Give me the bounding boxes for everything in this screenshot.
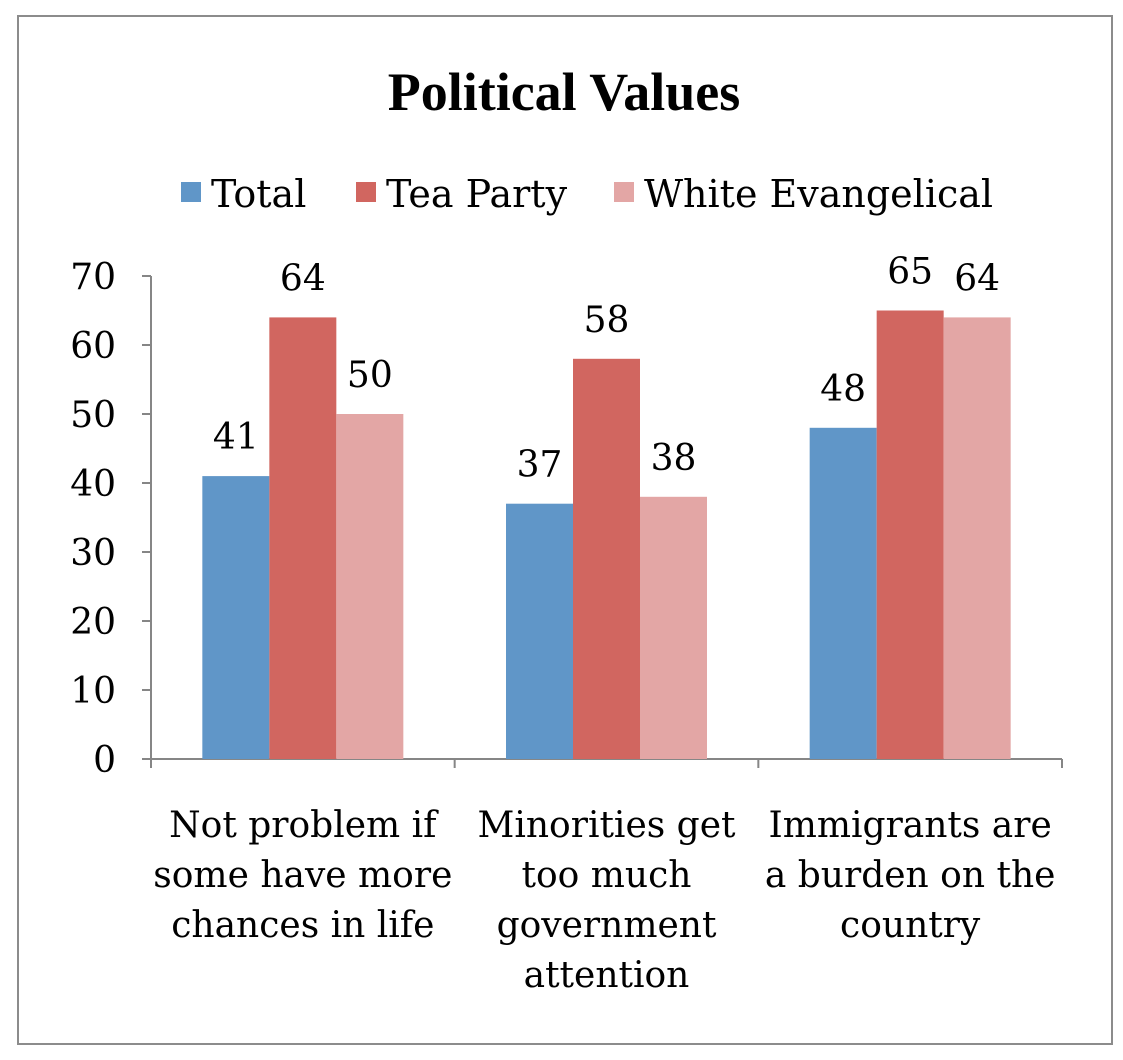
data-label: 50 <box>347 355 393 396</box>
data-label: 64 <box>280 258 326 299</box>
category-label-2: Immigrants are a burden on the country <box>765 805 1056 946</box>
y-tick-label: 60 <box>70 326 116 367</box>
y-tick-label: 0 <box>93 740 116 781</box>
y-tick-label: 70 <box>70 257 116 298</box>
bar-white-evangelical-1 <box>640 496 707 759</box>
category-label-line: Not problem if <box>169 805 439 846</box>
bar-tea-party-2 <box>876 310 944 759</box>
category-labels: Not problem if some have more chances in l… <box>153 805 1055 996</box>
category-label-0: Not problem if some have more chances in l… <box>153 805 452 946</box>
category-label-line: Immigrants are <box>769 805 1052 846</box>
category-label-line: a burden on the <box>765 855 1056 896</box>
category-label-line: country <box>840 905 981 946</box>
bar-white-evangelical-2 <box>943 317 1011 759</box>
legend-label-1: Tea Party <box>386 172 568 216</box>
legend-swatch-1 <box>356 182 376 202</box>
data-label: 38 <box>651 438 697 479</box>
data-labels: 41 64 50 37 58 38 48 65 64 <box>213 252 1000 486</box>
y-tick-label: 40 <box>70 464 116 505</box>
category-label-line: chances in life <box>171 905 434 946</box>
bars <box>202 310 1011 759</box>
category-label-line: Minorities get <box>478 805 737 846</box>
bar-tea-party-0 <box>269 317 337 759</box>
legend-swatch-2 <box>614 182 634 202</box>
data-label: 64 <box>954 258 1000 299</box>
y-tick-label: 30 <box>70 533 116 574</box>
data-label: 48 <box>820 369 866 410</box>
category-label-line: too much <box>522 855 692 896</box>
chart-title: Political Values <box>388 62 741 122</box>
bar-total-2 <box>809 427 877 759</box>
legend-label-2: White Evangelical <box>644 172 993 216</box>
legend-label-0: Total <box>211 172 306 216</box>
bar-total-1 <box>506 503 573 759</box>
data-label: 65 <box>887 252 933 293</box>
bar-total-0 <box>202 476 270 759</box>
bar-tea-party-1 <box>573 358 640 759</box>
bar-white-evangelical-0 <box>336 414 404 759</box>
y-tick-label: 50 <box>70 395 116 436</box>
category-label-line: government <box>497 905 717 946</box>
y-axis: 0 10 20 30 40 50 60 70 <box>70 257 152 781</box>
y-tick-label: 20 <box>70 602 116 643</box>
bar-chart: Political Values Total Tea Party White Eva… <box>70 62 1063 996</box>
data-label: 41 <box>213 417 259 458</box>
data-label: 37 <box>517 445 563 486</box>
chart-container: Political Values Total Tea Party White Eva… <box>17 15 1113 1045</box>
y-tick-label: 10 <box>70 671 116 712</box>
category-label-line: some have more <box>153 855 452 896</box>
x-axis <box>150 758 1063 768</box>
data-label: 58 <box>584 300 630 341</box>
category-label-1: Minorities get too much government attentio… <box>478 805 737 996</box>
category-label-line: attention <box>524 955 690 996</box>
legend: Total Tea Party White Evangelical <box>181 172 993 216</box>
legend-swatch-0 <box>181 182 201 202</box>
